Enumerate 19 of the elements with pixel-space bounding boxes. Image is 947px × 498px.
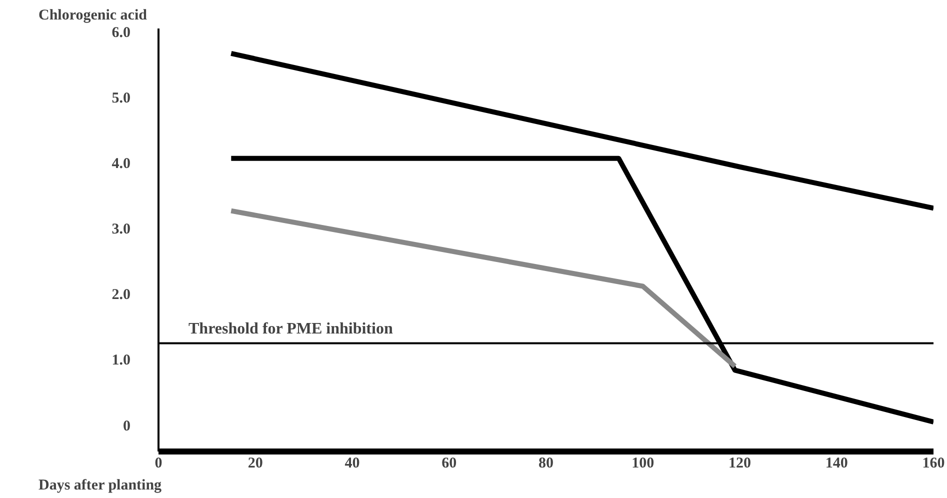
y-tick-label: 3.0 — [112, 222, 130, 238]
y-axis-title: Chlorogenic acid — [38, 8, 148, 24]
x-tick-label: 120 — [728, 456, 751, 472]
x-tick-label: 100 — [632, 456, 654, 472]
y-tick-label: 4.0 — [112, 156, 130, 172]
x-tick-label: 40 — [344, 456, 360, 472]
x-tick-label: 160 — [922, 456, 945, 472]
y-tick-label: 5.0 — [112, 90, 130, 106]
x-tick-label: 140 — [825, 456, 848, 472]
y-tick-label: 0 — [123, 418, 130, 434]
y-tick-label: 6.0 — [112, 24, 130, 41]
y-tick-label: 1.0 — [112, 352, 130, 369]
y-tick-label: 2.0 — [112, 287, 130, 304]
ref-line-label: Threshold for PME inhibition — [188, 320, 393, 338]
x-tick-label: 20 — [248, 456, 263, 472]
x-tick-label: 80 — [538, 456, 554, 472]
x-axis-title: Days after planting — [38, 478, 162, 494]
x-tick-label: 60 — [442, 456, 457, 472]
x-tick-label: 0 — [154, 456, 162, 472]
